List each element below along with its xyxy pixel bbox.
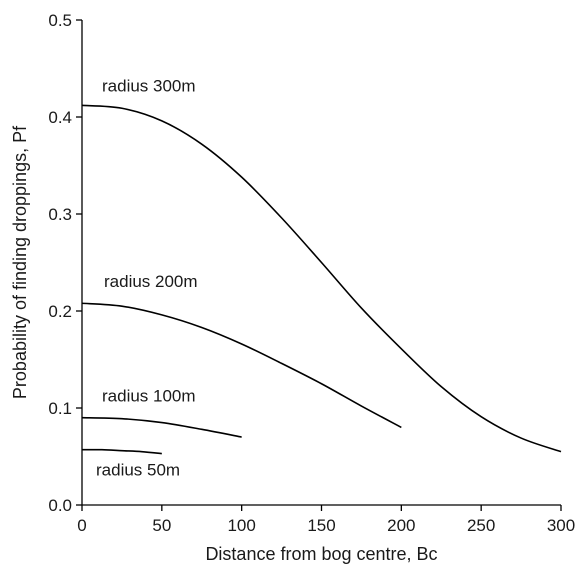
y-tick-label: 0.1 bbox=[48, 399, 72, 418]
x-tick-label: 250 bbox=[467, 516, 495, 535]
x-axis-title: Distance from bog centre, Bc bbox=[205, 544, 437, 564]
x-axis-ticks: 0 50 100 150 200 250 300 bbox=[77, 505, 575, 535]
series-labels: radius 300m radius 200m radius 100m radius … bbox=[96, 76, 198, 479]
y-tick-label: 0.2 bbox=[48, 302, 72, 321]
series-label: radius 100m bbox=[102, 387, 196, 406]
x-tick-label: 150 bbox=[307, 516, 335, 535]
series-line-4 bbox=[81, 448, 162, 455]
plot-area: 0 50 100 150 200 250 300 0.0 0.1 0.2 0.3 0.4 0.5 ra… bbox=[48, 11, 575, 535]
series-label: radius 300m bbox=[102, 76, 196, 95]
series-line-1 bbox=[81, 104, 562, 453]
y-axis-title: Probability of finding droppings, Pf bbox=[10, 125, 30, 399]
y-axis-ticks: 0.0 0.1 0.2 0.3 0.4 0.5 bbox=[48, 11, 82, 515]
x-tick-label: 50 bbox=[152, 516, 171, 535]
x-tick-label: 300 bbox=[547, 516, 575, 535]
series-line-3 bbox=[81, 416, 242, 438]
x-tick-label: 100 bbox=[227, 516, 255, 535]
series-label: radius 200m bbox=[104, 272, 198, 291]
y-tick-label: 0.5 bbox=[48, 11, 72, 30]
series-label: radius 50m bbox=[96, 461, 180, 480]
x-tick-label: 0 bbox=[77, 516, 86, 535]
y-tick-label: 0.4 bbox=[48, 108, 72, 127]
series-curves bbox=[81, 104, 562, 455]
x-tick-label: 200 bbox=[387, 516, 415, 535]
y-tick-label: 0.3 bbox=[48, 205, 72, 224]
series-line-2 bbox=[81, 302, 402, 429]
y-tick-label: 0.0 bbox=[48, 496, 72, 515]
